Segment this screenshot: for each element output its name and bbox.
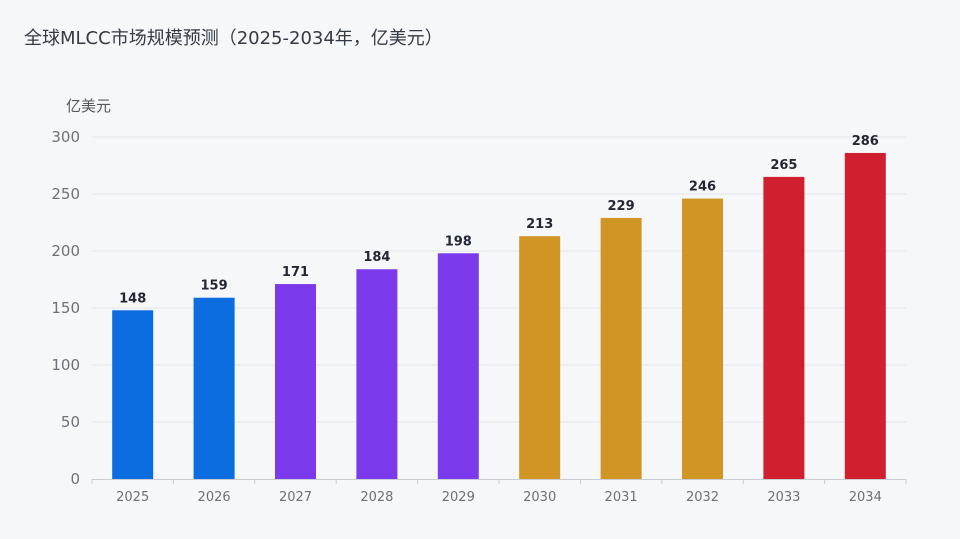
x-tick-label: 2031 (605, 490, 638, 505)
bar-2026[interactable] (193, 297, 235, 479)
bars (112, 152, 886, 479)
bar-2030[interactable] (519, 236, 561, 479)
y-tick-label: 150 (51, 299, 80, 317)
bar-2031[interactable] (600, 217, 642, 479)
x-tick-label: 2027 (279, 490, 312, 505)
y-tick-label: 250 (51, 185, 80, 203)
bar-2029[interactable] (437, 253, 479, 479)
y-axis: 亿美元 0 50 100 150 200 250 300 (51, 97, 111, 488)
x-tick-label: 2028 (360, 490, 393, 505)
y-tick-label: 50 (61, 413, 80, 431)
x-tick-label: 2034 (849, 490, 882, 505)
y-tick-label: 200 (51, 242, 80, 260)
data-label: 246 (689, 180, 716, 195)
bar-2033[interactable] (763, 176, 805, 479)
data-label: 265 (770, 158, 797, 173)
bar-2034[interactable] (844, 152, 886, 479)
bar-2028[interactable] (356, 269, 398, 479)
x-axis: 2025 2026 2027 2028 2029 2030 2031 2032 2033 2034 (91, 479, 907, 505)
data-label: 213 (526, 217, 553, 232)
x-tick-label: 2033 (767, 490, 800, 505)
y-tick-label: 300 (51, 128, 80, 146)
data-label: 171 (282, 265, 309, 280)
chart-title: 全球MLCC市场规模预测（2025-2034年，亿美元） (24, 28, 443, 49)
bar-2027[interactable] (275, 284, 316, 479)
y-tick-label: 100 (51, 356, 80, 374)
x-tick-label: 2026 (198, 490, 231, 505)
x-tick-label: 2032 (686, 490, 719, 505)
x-tick-label: 2025 (116, 490, 149, 505)
data-label: 198 (445, 234, 472, 249)
y-tick-label: 0 (70, 470, 80, 488)
data-label: 159 (201, 279, 228, 294)
data-label: 148 (119, 291, 146, 306)
x-tick-label: 2029 (442, 490, 475, 505)
bar-2025[interactable] (112, 310, 154, 479)
bar-2032[interactable] (682, 198, 723, 479)
data-labels: 148 159 171 184 198 213 229 246 265 286 (119, 134, 879, 306)
data-label: 184 (363, 250, 390, 265)
x-tick-label: 2030 (523, 490, 556, 505)
data-label: 286 (852, 134, 879, 149)
data-label: 229 (608, 199, 635, 214)
y-axis-unit-label: 亿美元 (66, 97, 111, 115)
